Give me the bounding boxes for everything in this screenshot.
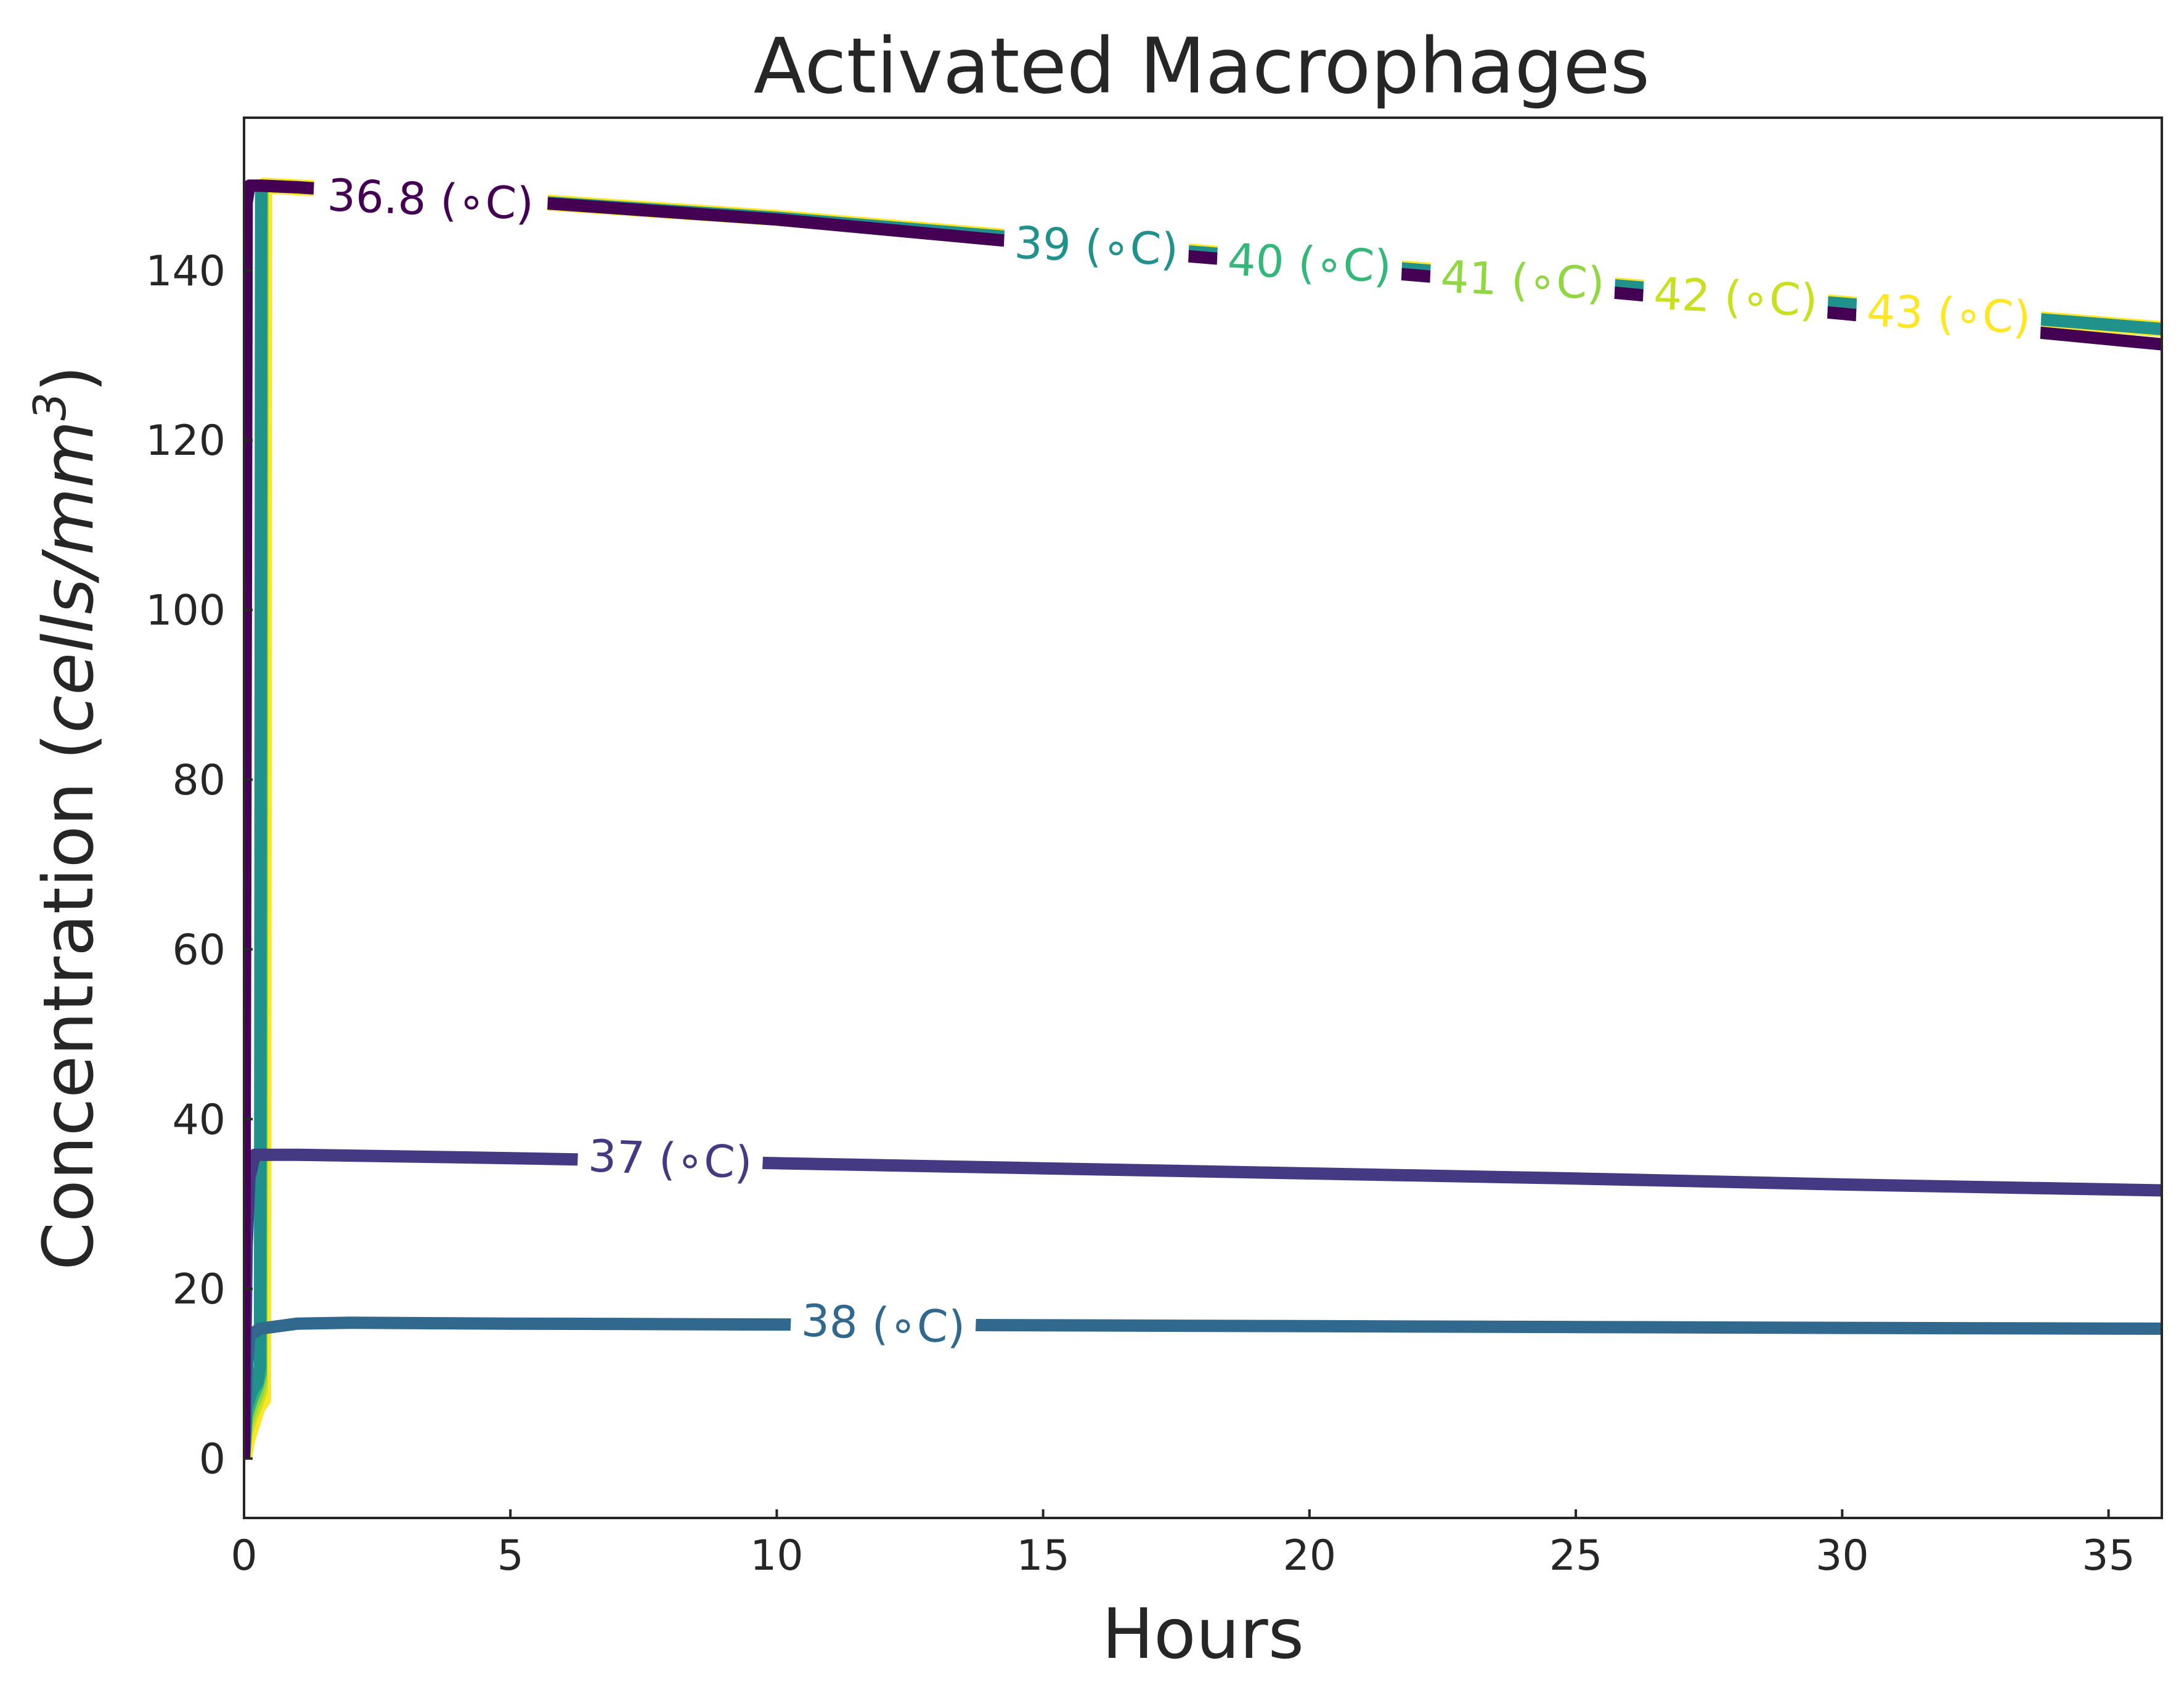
line-label-break [1003,220,1190,274]
line-label: 39 (∘C) [1013,217,1179,276]
line-label-break [1216,237,1403,292]
x-tick-label: 0 [230,1532,257,1580]
y-axis-title: Concentration (cells/mm3) [24,365,109,1270]
y-tick-label: 120 [145,417,226,465]
line-label: 38 (∘C) [801,1294,966,1353]
line-label-group: 36.8 (∘C) [312,169,548,230]
y-axis-title-suffix: ) [29,365,109,393]
x-tick-label: 30 [1815,1532,1869,1580]
y-axis-title-unit: cells/mm [29,420,109,733]
y-tick-label: 140 [145,247,226,296]
line-label-group: 39 (∘C) [1003,217,1190,276]
y-tick-label: 100 [145,587,226,635]
y-axis-title-exponent: 3 [24,393,76,421]
line-label: 37 (∘C) [587,1130,753,1189]
line-label-group: 37 (∘C) [577,1130,764,1189]
line-label-break [1642,271,1829,325]
y-tick-label: 60 [172,926,226,974]
line-label-group: 43 (∘C) [1855,285,2042,344]
line-label-layer: 36.8 (∘C) 37 (∘C) 38 (∘C) 39 (∘C) 40 (∘C) 41 … [312,169,2042,1353]
y-axis: 0 20 40 60 80 100 120 140 [145,247,253,1484]
series-line-0 [244,179,2162,1459]
x-tick-label: 15 [1016,1532,1070,1580]
line-label-group: 41 (∘C) [1429,251,1616,310]
line-label-break [312,173,548,229]
x-tick-label: 10 [750,1532,804,1580]
line-label-group: 38 (∘C) [789,1294,977,1353]
line-label: 43 (∘C) [1866,285,2032,344]
y-tick-label: 40 [172,1096,226,1144]
x-tick-label: 20 [1283,1532,1337,1580]
y-tick-label: 80 [172,756,226,805]
line-label-break [577,1133,764,1188]
y-tick-label: 20 [172,1265,226,1314]
line-label: 41 (∘C) [1440,251,1605,310]
y-axis-title-prefix: Concentration ( [29,733,109,1270]
x-axis: 0 5 10 15 20 25 30 35 [230,1509,2135,1580]
x-tick-label: 35 [2082,1532,2135,1580]
line-label-break [789,1298,977,1352]
line-label-break [1429,254,1616,308]
x-axis-title: Hours [1102,1594,1304,1674]
plot-frame [243,116,2163,1519]
chart-title: Activated Macrophages [754,22,1650,111]
x-tick-label: 5 [497,1532,524,1580]
line-label: 42 (∘C) [1653,267,1819,327]
line-label: 36.8 (∘C) [327,169,535,230]
line-label-group: 42 (∘C) [1642,267,1829,327]
x-tick-label: 25 [1549,1532,1603,1580]
y-tick-label: 0 [199,1435,226,1484]
line-label-break [1855,288,2042,343]
line-label: 40 (∘C) [1226,234,1392,293]
line-label-group: 40 (∘C) [1216,234,1403,293]
